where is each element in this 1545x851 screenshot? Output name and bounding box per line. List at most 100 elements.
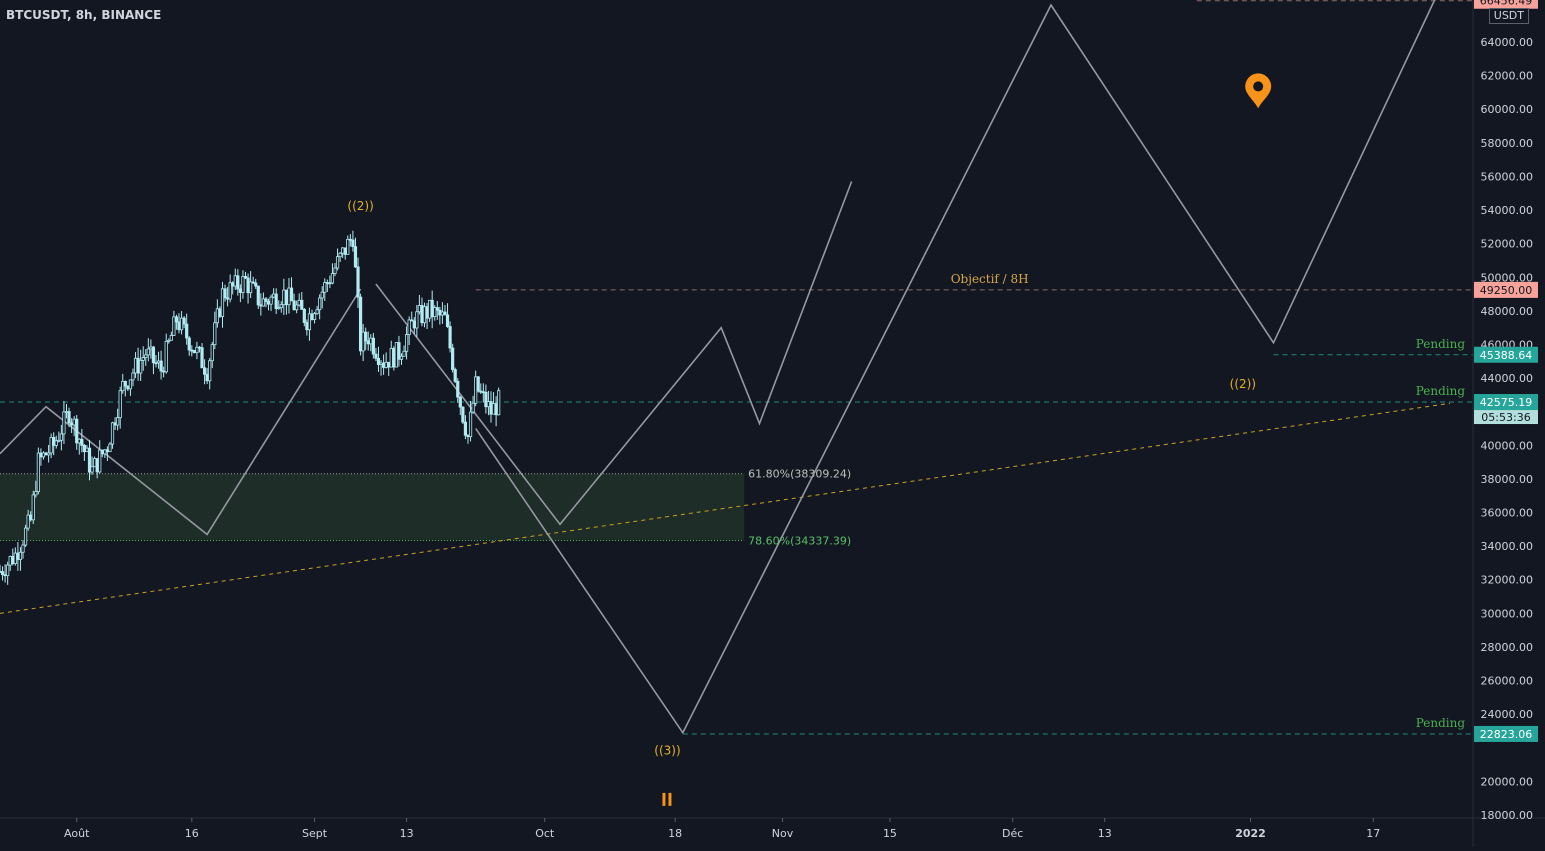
fib-zone [0, 473, 745, 541]
pause-icon-bar-right [668, 792, 672, 806]
candle-body [210, 344, 214, 362]
candle-body [64, 411, 69, 413]
candle-body [266, 301, 271, 305]
candle-body [338, 252, 342, 258]
candle-body [364, 331, 368, 342]
candle-body [243, 276, 248, 279]
candle-body [289, 287, 294, 302]
candle-body [358, 296, 363, 352]
candle-body [16, 552, 20, 560]
symbol-title[interactable]: BTCUSDT, 8h, BINANCE [6, 8, 162, 22]
candle-body [131, 372, 135, 381]
candle-body [412, 320, 416, 329]
candle-body [36, 452, 40, 493]
candle-body [277, 307, 281, 310]
candle-body [430, 299, 434, 318]
candle-body [72, 418, 76, 426]
y-tick-label: 24000.00 [1481, 708, 1534, 721]
candle-body [246, 277, 250, 294]
candle-body [392, 348, 396, 368]
candle-body [269, 296, 273, 305]
candle-body [474, 376, 478, 404]
y-tick-label: 62000.00 [1481, 70, 1534, 83]
candle-body [300, 299, 304, 310]
candle-body [341, 247, 345, 254]
candle-body [238, 288, 242, 293]
projection-path-1 [375, 181, 853, 526]
candle-body [197, 346, 202, 349]
candle-body [29, 514, 33, 521]
candle-body [195, 346, 199, 354]
candle-body [110, 422, 115, 445]
candle-body [87, 447, 92, 473]
candle-body [489, 401, 493, 415]
candle-body [167, 339, 171, 342]
candle-body [307, 313, 312, 331]
candle-body [361, 331, 365, 352]
candle-body [151, 346, 156, 364]
x-tick-label: 17 [1366, 827, 1380, 840]
price-badge-2 [1474, 346, 1538, 363]
candle-body [445, 314, 450, 327]
fib-label-618: 61.80%(38309.24) [748, 468, 851, 481]
y-tick-label: 34000.00 [1481, 540, 1534, 553]
x-tick-label: 13 [1098, 827, 1112, 840]
candle-body [126, 385, 130, 390]
candle-body [376, 357, 381, 365]
candle-body [185, 323, 189, 339]
y-tick-label: 26000.00 [1481, 675, 1534, 688]
candle-body [325, 282, 329, 284]
candle-body [448, 326, 452, 349]
candle-body [39, 452, 43, 458]
candle-body [302, 309, 306, 323]
candle-body [407, 319, 411, 335]
candle-body [236, 275, 240, 290]
y-tick-label: 32000.00 [1481, 574, 1534, 587]
x-tick-label: Sept [302, 827, 328, 840]
y-tick-label: 50000.00 [1481, 271, 1534, 284]
x-tick-label: Août [64, 827, 90, 840]
candle-body [497, 390, 501, 416]
candle-body [202, 367, 207, 375]
candle-body [399, 355, 404, 360]
currency-badge[interactable]: USDT [1488, 8, 1529, 24]
x-tick-label: Déc [1002, 827, 1023, 840]
candle-body [54, 440, 58, 446]
candle-body [261, 298, 266, 307]
y-tick-label: 30000.00 [1481, 607, 1534, 620]
candle-body [356, 266, 360, 298]
candle-body [179, 317, 184, 331]
candle-body [169, 335, 173, 341]
candle-body [177, 321, 181, 331]
x-tick-label: 18 [668, 827, 682, 840]
candle-body [172, 316, 176, 336]
candle-body [381, 362, 386, 368]
candle-body [351, 239, 355, 248]
candle-body [8, 556, 12, 566]
candle-body [456, 380, 460, 398]
y-tick-label: 58000.00 [1481, 137, 1534, 150]
candle-body [284, 289, 289, 306]
candle-body [443, 311, 447, 316]
candle-body [11, 556, 15, 564]
candle-body [397, 342, 401, 360]
candle-body [77, 438, 81, 444]
pending-label-2: Pending [1416, 337, 1466, 351]
candle-body [139, 359, 143, 374]
candle-body [26, 514, 30, 529]
candle-body [330, 273, 335, 284]
price-badge-4 [1474, 725, 1538, 742]
y-tick-label: 52000.00 [1481, 238, 1534, 251]
candle-body [228, 282, 232, 300]
pending-label-4: Pending [1416, 716, 1466, 730]
candle-body [21, 544, 25, 553]
price-badge-text-2: 45388.64 [1480, 349, 1533, 362]
candle-body [44, 452, 48, 456]
candle-body [49, 437, 53, 454]
x-tick-label: 13 [400, 827, 414, 840]
candle-body [34, 491, 38, 496]
candle-body [154, 362, 158, 365]
candle-body [371, 337, 375, 355]
